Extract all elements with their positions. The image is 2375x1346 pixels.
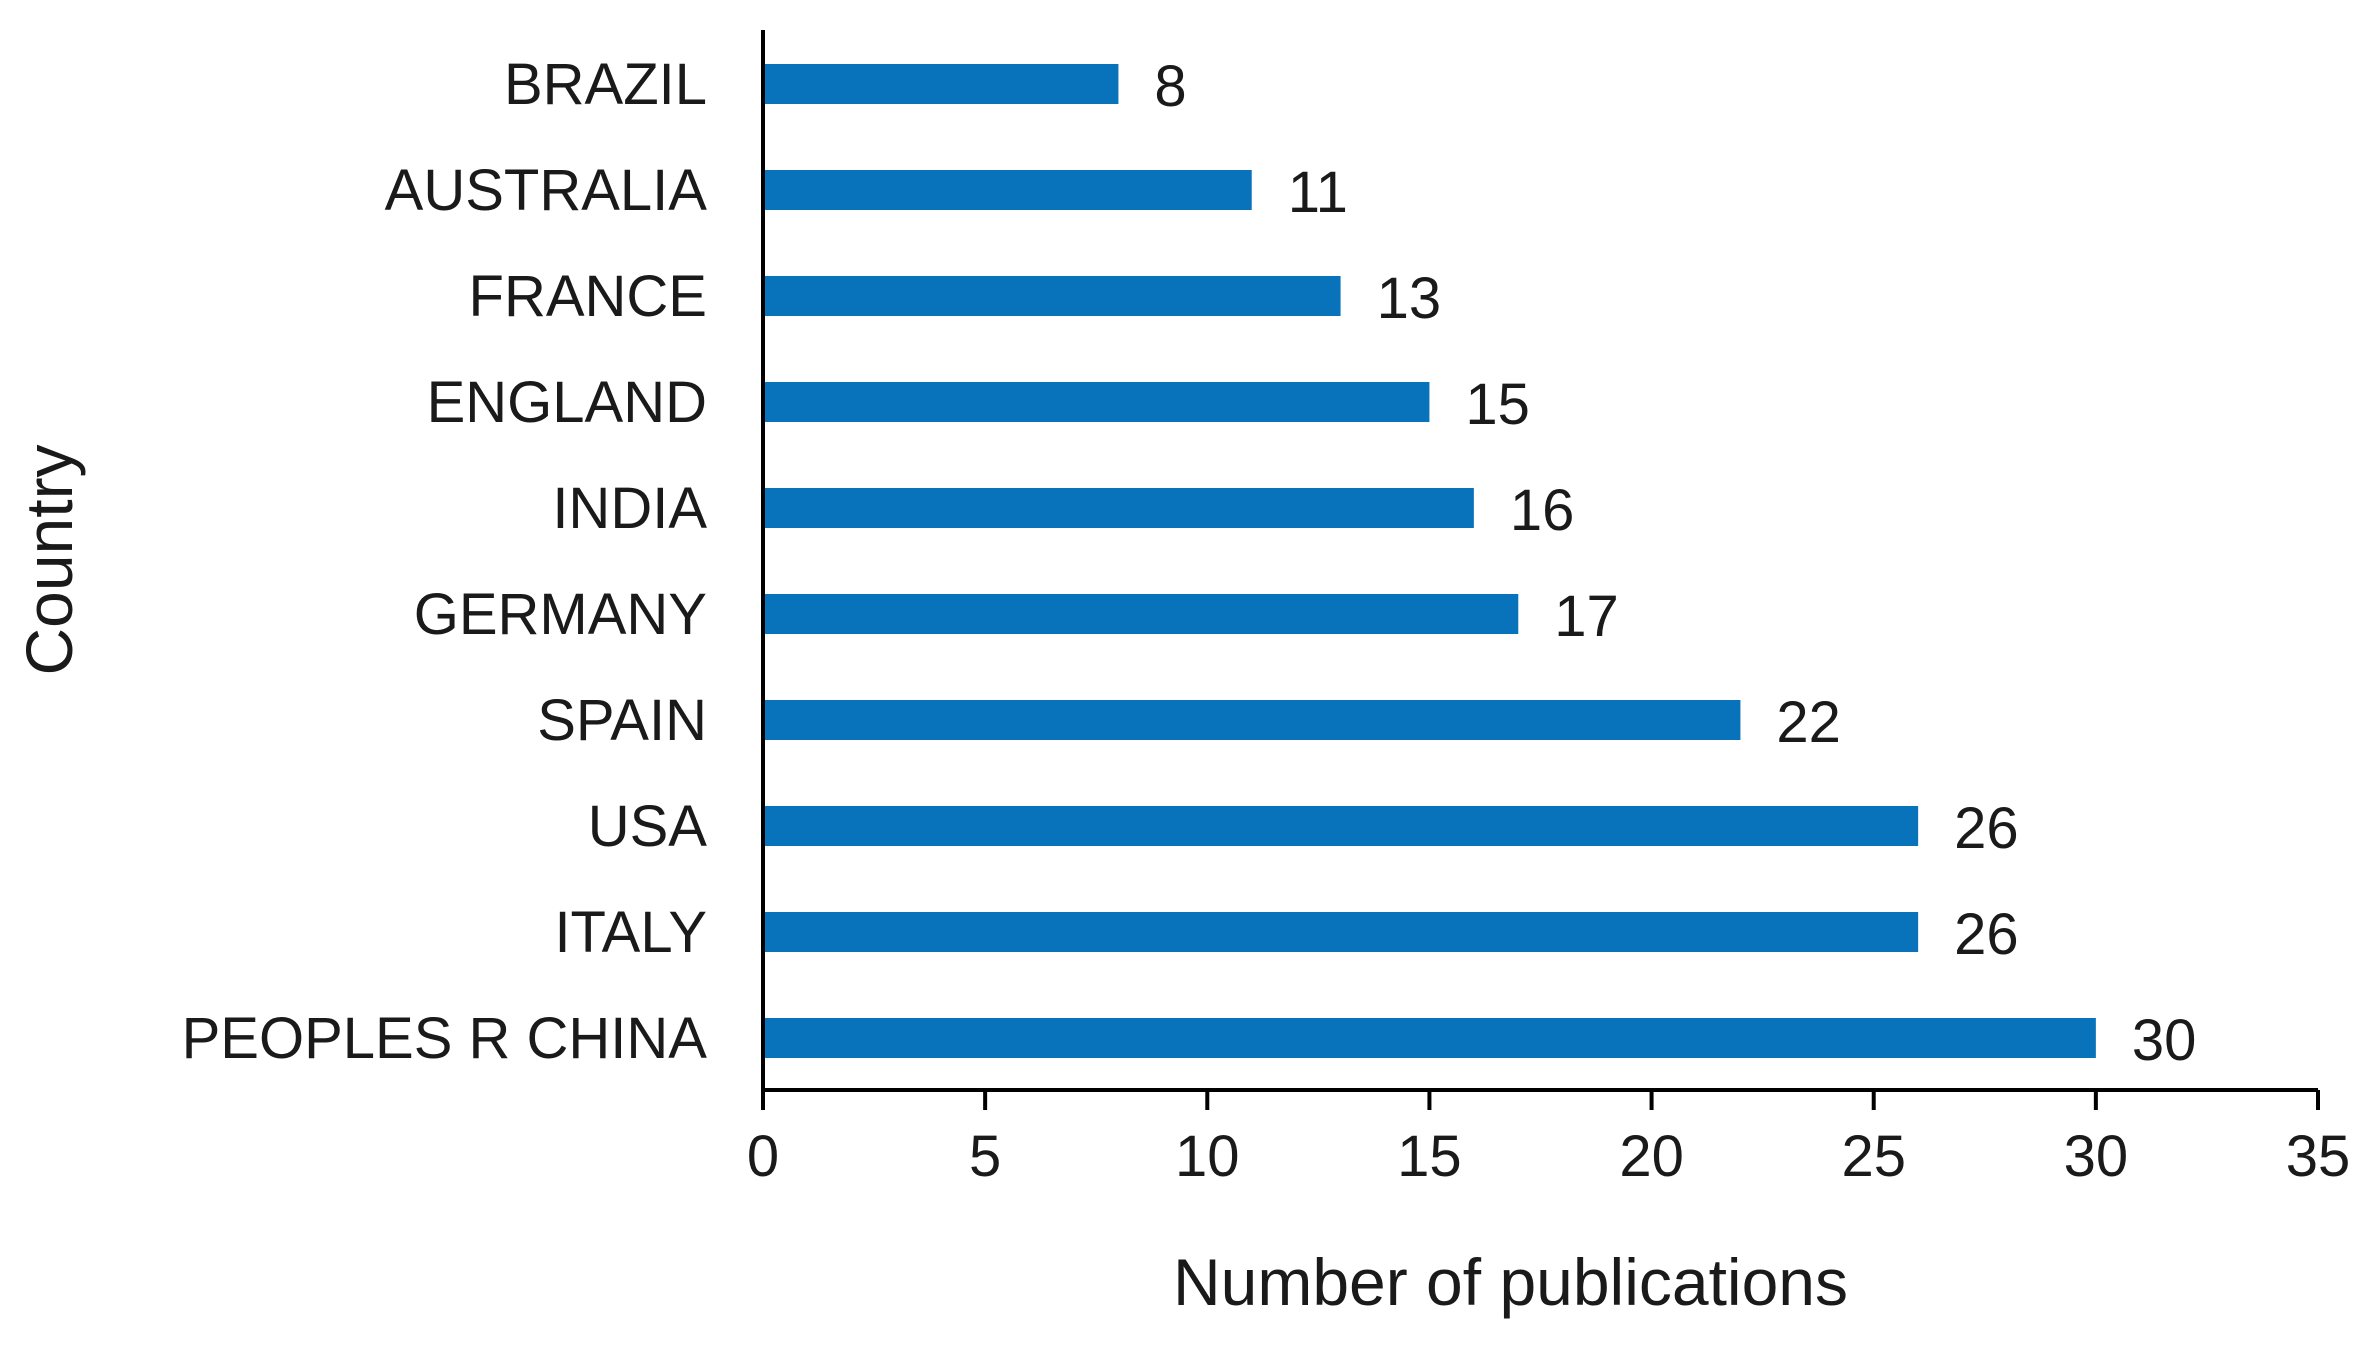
- category-label: PEOPLES R CHINA: [182, 1006, 708, 1071]
- bar-france: [763, 276, 1341, 316]
- bar-germany: [763, 594, 1519, 634]
- category-label: BRAZIL: [504, 52, 707, 117]
- bar-italy: [763, 912, 1919, 952]
- category-label: SPAIN: [537, 688, 707, 753]
- category-label: FRANCE: [469, 264, 707, 329]
- data-label: 8: [1154, 54, 1186, 119]
- category-labels-group: BRAZIL AUSTRALIA FRANCE ENGLAND INDIA GERMANY…: [182, 52, 708, 1071]
- bar-peoples-r-china: [763, 1018, 2096, 1058]
- data-label: 15: [1465, 372, 1530, 437]
- bar-australia: [763, 170, 1252, 210]
- bar-brazil: [763, 64, 1119, 104]
- x-tick-label: 0: [747, 1124, 779, 1189]
- x-tick-label: 30: [2064, 1124, 2129, 1189]
- category-label: GERMANY: [414, 582, 707, 647]
- bars-group: [763, 64, 2096, 1058]
- bar-spain: [763, 700, 1741, 740]
- data-labels-group: 8 11 13 15 16 17 22 26 26 30: [1154, 54, 2196, 1073]
- bar-india: [763, 488, 1474, 528]
- x-tick-label: 25: [1841, 1124, 1906, 1189]
- y-axis-title: Country: [12, 444, 86, 675]
- category-label: ENGLAND: [427, 370, 707, 435]
- category-label: AUSTRALIA: [385, 158, 708, 223]
- x-ticks-group: 0 5 10 15 20 25 30 35: [747, 1090, 2350, 1189]
- data-label: 30: [2132, 1008, 2197, 1073]
- x-axis-title: Number of publications: [1173, 1245, 1848, 1319]
- data-label: 16: [1510, 478, 1575, 543]
- category-label: ITALY: [554, 900, 707, 965]
- x-tick-label: 20: [1619, 1124, 1684, 1189]
- data-label: 17: [1554, 584, 1619, 649]
- data-label: 26: [1954, 796, 2019, 861]
- data-label: 11: [1288, 160, 1348, 225]
- x-tick-label: 5: [969, 1124, 1001, 1189]
- bar-usa: [763, 806, 1919, 846]
- x-tick-label: 35: [2286, 1124, 2351, 1189]
- category-label: INDIA: [552, 476, 707, 541]
- bar-england: [763, 382, 1430, 422]
- category-label: USA: [588, 794, 708, 859]
- data-label: 22: [1776, 690, 1841, 755]
- x-tick-label: 15: [1397, 1124, 1462, 1189]
- data-label: 26: [1954, 902, 2019, 967]
- data-label: 13: [1377, 266, 1442, 331]
- x-tick-label: 10: [1175, 1124, 1240, 1189]
